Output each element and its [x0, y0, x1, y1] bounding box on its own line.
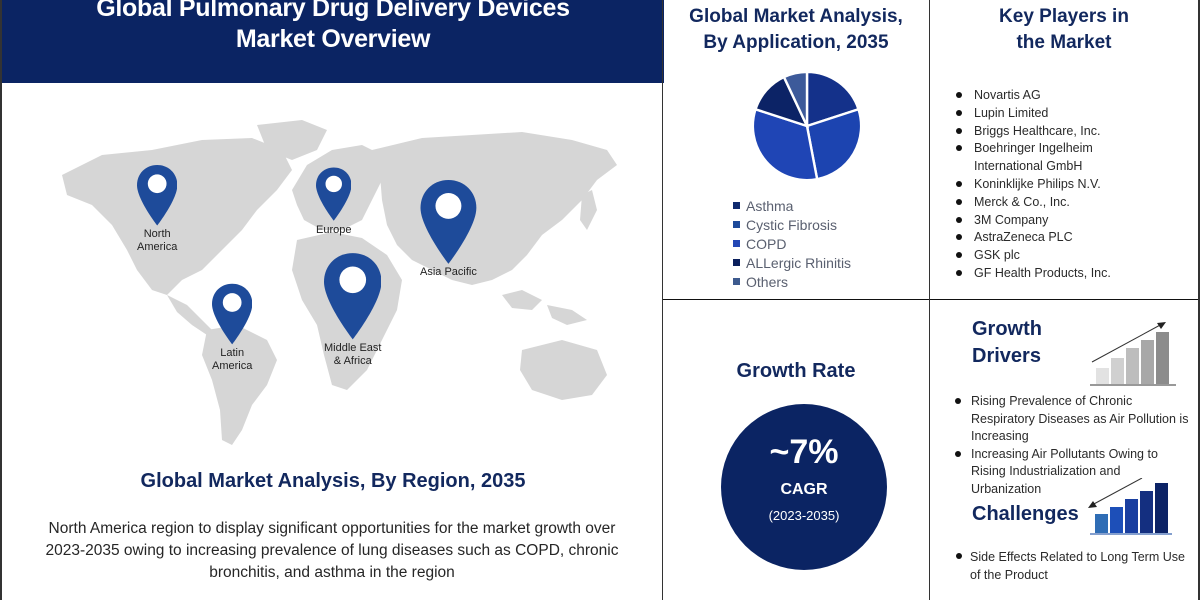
map-pin-icon: [316, 167, 352, 221]
map-pin-icon: [324, 253, 382, 340]
legend-item-others: Others: [733, 272, 851, 291]
region-analysis-title: Global Market Analysis, By Region, 2035: [140, 470, 526, 492]
region-panel: Global Pulmonary Drug Delivery Devices M…: [0, 0, 664, 600]
key-players-section: Key Players in the Market Novartis AG Lu…: [930, 0, 1198, 300]
growth-rate-title: Growth Rate: [736, 360, 856, 382]
map-pin-icon: [137, 165, 178, 226]
growth-drivers-list: Rising Prevalence of Chronic Respiratory…: [952, 393, 1192, 498]
page-title-line1: Global Pulmonary Drug Delivery Devices: [96, 0, 570, 22]
challenges-bar-chart-icon: [1088, 478, 1172, 535]
list-item: Side Effects Related to Long Term Use of…: [954, 548, 1194, 584]
legend-swatch: [733, 202, 740, 209]
pin-label-line1: Europe: [316, 224, 352, 237]
world-map: North America Europe Asia Pacific Middle…: [42, 120, 642, 450]
cagr-period: (2023-2035): [768, 508, 840, 523]
pin-label-line1: Latin: [220, 347, 245, 360]
application-title: Global Market Analysis, By Application, …: [689, 6, 903, 53]
cagr-label: CAGR: [780, 481, 828, 498]
pie-slice-others: [782, 70, 809, 127]
legend-item-cystic-fibrosis: Cystic Fibrosis: [733, 215, 851, 234]
pin-label-line1: Asia Pacific: [420, 265, 477, 278]
map-pin-icon: [212, 283, 253, 345]
key-players-list: Novartis AG Lupin Limited Briggs Healthc…: [956, 87, 1111, 283]
list-item: AstraZeneca PLC: [956, 229, 1111, 247]
legend-swatch: [733, 259, 740, 266]
challenges-list: Side Effects Related to Long Term Use of…: [954, 548, 1194, 584]
pin-label-line2: America: [212, 360, 253, 373]
pin-label-line1: Middle East: [324, 342, 382, 355]
application-growth-panel: Global Market Analysis, By Application, …: [662, 0, 930, 600]
legend-item-copd: COPD: [733, 234, 851, 253]
legend-swatch: [733, 278, 740, 285]
cagr-value: ~7%: [769, 433, 839, 471]
rising-bar-chart-icon: [1090, 322, 1176, 386]
list-item: Merck & Co., Inc.: [956, 194, 1111, 212]
list-item: Koninklijke Philips N.V.: [956, 176, 1111, 194]
list-item: 3M Company: [956, 212, 1111, 230]
pin-europe[interactable]: Europe: [316, 166, 352, 237]
legend-item-allergic-rhinitis: ALLergic Rhinitis: [733, 253, 851, 272]
key-players-title: Key Players in the Market: [999, 6, 1129, 53]
legend-item-asthma: Asthma: [733, 196, 851, 215]
pin-label-line2: & Africa: [333, 355, 372, 368]
application-section: Global Market Analysis, By Application, …: [663, 0, 929, 300]
players-drivers-panel: Key Players in the Market Novartis AG Lu…: [930, 0, 1200, 600]
pin-label-line2: America: [137, 240, 178, 253]
legend-swatch: [733, 221, 740, 228]
list-item: GF Health Products, Inc.: [956, 265, 1111, 283]
region-analysis-description: North America region to display signific…: [45, 520, 619, 581]
page-title-line2: Market Overview: [235, 25, 431, 53]
pin-north-america[interactable]: North America: [137, 165, 178, 254]
list-item: Rising Prevalence of Chronic Respiratory…: [952, 393, 1192, 446]
legend-swatch: [733, 240, 740, 247]
list-item: GSK plc: [956, 247, 1111, 265]
list-item: Increasing Air Pollutants Owing to Risin…: [952, 446, 1192, 499]
application-pie-chart: [751, 70, 863, 182]
pin-label-line1: North: [143, 227, 171, 240]
pin-middle-east-africa[interactable]: Middle East & Africa: [324, 252, 382, 368]
list-item: Lupin Limited: [956, 105, 1111, 123]
list-item: Boehringer Ingelheim International GmbH: [956, 140, 1106, 176]
map-pin-icon: [420, 180, 477, 264]
challenges-title: Challenges: [972, 503, 1079, 525]
pin-latin-america[interactable]: Latin America: [212, 283, 253, 373]
pin-asia-pacific[interactable]: Asia Pacific: [420, 180, 477, 279]
cagr-badge: ~7% CAGR (2023-2035): [721, 404, 887, 570]
pie-slice-cystic-fibrosis: [805, 107, 863, 181]
page-header: Global Pulmonary Drug Delivery Devices M…: [2, 0, 664, 83]
list-item: Briggs Healthcare, Inc.: [956, 123, 1111, 141]
pie-legend: Asthma Cystic Fibrosis COPD ALLergic Rhi…: [733, 196, 851, 291]
pie-slice-copd: [751, 107, 819, 182]
growth-drivers-title: Growth Drivers: [972, 318, 1042, 367]
list-item: Novartis AG: [956, 87, 1111, 105]
